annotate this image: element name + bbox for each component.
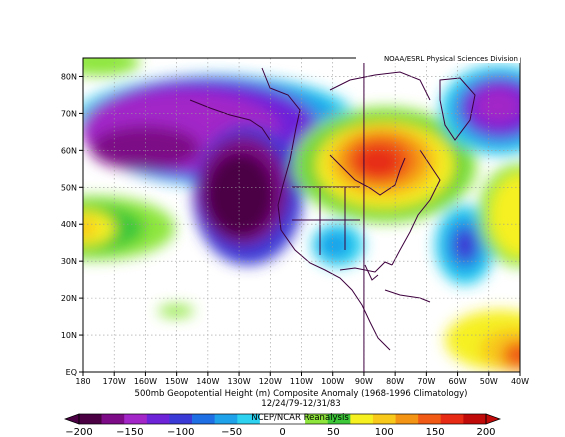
- colorbar-tick-label: −200: [65, 427, 92, 437]
- colorbar-segment: [101, 414, 125, 424]
- colorbar-min-arrow: [63, 413, 80, 425]
- colorbar-segment: [463, 414, 487, 424]
- colorbar-max-arrow: [485, 413, 502, 425]
- colorbar-segment: [259, 414, 283, 424]
- colorbar-segment: [237, 414, 261, 424]
- y-tick-label: 60N: [61, 146, 77, 155]
- y-tick-label: 40N: [61, 220, 77, 229]
- x-tick-label: 50W: [480, 377, 498, 386]
- trough-core: [206, 153, 274, 237]
- greenland-low-core: [474, 88, 520, 124]
- colorbar-segment: [124, 414, 148, 424]
- colorbar-tick-label: −50: [221, 427, 242, 437]
- credit-box: NOAA/ESRL Physical Sciences Division: [356, 52, 520, 63]
- x-tick-label: 110W: [290, 377, 313, 386]
- pacific-high-core: [83, 218, 97, 238]
- colorbar-tick-label: 200: [476, 427, 495, 437]
- colorbar-segment: [305, 414, 329, 424]
- colorbar-segment: [169, 414, 193, 424]
- colorbar-segment: [146, 414, 170, 424]
- x-tick-label: 120W: [259, 377, 282, 386]
- colorbar-ticks: −200 −150 −100 −50 0 50 100 150 200: [65, 427, 495, 437]
- x-tick-label: 60W: [449, 377, 467, 386]
- x-tick-label: 160W: [134, 377, 157, 386]
- caption-title: 500mb Geopotential Height (m) Composite …: [135, 389, 468, 399]
- colorbar-frame: [78, 413, 487, 425]
- colorbar-segment: [350, 414, 374, 424]
- y-tick-label: EQ: [66, 368, 77, 377]
- x-tick-label: 140W: [196, 377, 219, 386]
- ridge-core: [356, 147, 400, 177]
- colorbar-tick-label: −150: [116, 427, 143, 437]
- x-tick-label: 130W: [227, 377, 250, 386]
- credit-background: [356, 52, 520, 63]
- greenland: [439, 77, 476, 141]
- colorbar-segment: [282, 414, 306, 424]
- x-tick-label: 70W: [417, 377, 435, 386]
- credit-label: NOAA/ESRL Physical Sciences Division: [384, 55, 518, 63]
- x-tick-label: 80W: [386, 377, 404, 386]
- west-coast: [261, 67, 391, 351]
- colorbar-tick-label: 100: [375, 427, 394, 437]
- x-tick-label: 40W: [511, 377, 529, 386]
- y-axis: EQ 10N 20N 30N 40N 50N 60N 70N 80N: [61, 72, 83, 377]
- coastlines: [189, 67, 476, 351]
- alaska-coast: [189, 99, 271, 141]
- x-tick-label: 180: [75, 377, 90, 386]
- x-axis: 180 170W 160W 150W 140W 130W 120W 110W 100W 90W 80…: [75, 372, 529, 386]
- x-tick-label: 90W: [355, 377, 373, 386]
- colorbar: [63, 413, 502, 425]
- x-tick-label: 100W: [321, 377, 344, 386]
- colorbar-segment: [395, 414, 419, 424]
- y-tick-label: 80N: [61, 72, 77, 81]
- colorbar-tick-label: 150: [426, 427, 445, 437]
- colorbar-segment: [440, 414, 464, 424]
- gulf-coast: [339, 261, 393, 273]
- y-tick-label: 70N: [61, 109, 77, 118]
- east-atlantic-high-yellow: [490, 173, 520, 257]
- southeast-low-blue: [319, 231, 351, 259]
- arctic-islands: [329, 71, 431, 101]
- anomaly-blobs: [83, 58, 520, 372]
- colorbar-segment: [192, 414, 215, 424]
- pacific-high-yellow: [83, 210, 115, 246]
- anomaly-shading: [83, 58, 520, 372]
- map-plot-area: [82, 57, 521, 373]
- colorbar-segment: [418, 414, 442, 424]
- east-coast: [391, 149, 441, 266]
- state-borders: [292, 186, 360, 255]
- colorbar-segment: [372, 414, 396, 424]
- colorbar-segment: [79, 414, 102, 424]
- x-tick-label: 170W: [103, 377, 126, 386]
- florida: [364, 264, 379, 281]
- pacific-low-core: [90, 126, 200, 170]
- y-tick-label: 20N: [61, 294, 77, 303]
- caption-dates: 12/24/79-12/31/83: [261, 399, 340, 409]
- y-tick-label: 30N: [61, 257, 77, 266]
- colorbar-segment: [214, 414, 238, 424]
- colorbar-tick-label: 0: [279, 427, 285, 437]
- y-tick-label: 10N: [61, 331, 77, 340]
- caribbean: [384, 289, 431, 303]
- tropical-high-core: [502, 341, 520, 369]
- source-label: NCEP/NCAR Reanalysis: [251, 413, 349, 423]
- arctic-high: [83, 58, 140, 76]
- hawaii-high: [158, 305, 194, 317]
- grid-lines: [83, 58, 520, 372]
- hudson-bay: [329, 154, 406, 196]
- atlantic-low-core: [452, 227, 478, 263]
- colorbar-segment: [327, 414, 351, 424]
- x-tick-label: 150W: [165, 377, 188, 386]
- colorbar-tick-label: 50: [327, 427, 340, 437]
- y-tick-label: 50N: [61, 183, 77, 192]
- colorbar-tick-label: −100: [167, 427, 194, 437]
